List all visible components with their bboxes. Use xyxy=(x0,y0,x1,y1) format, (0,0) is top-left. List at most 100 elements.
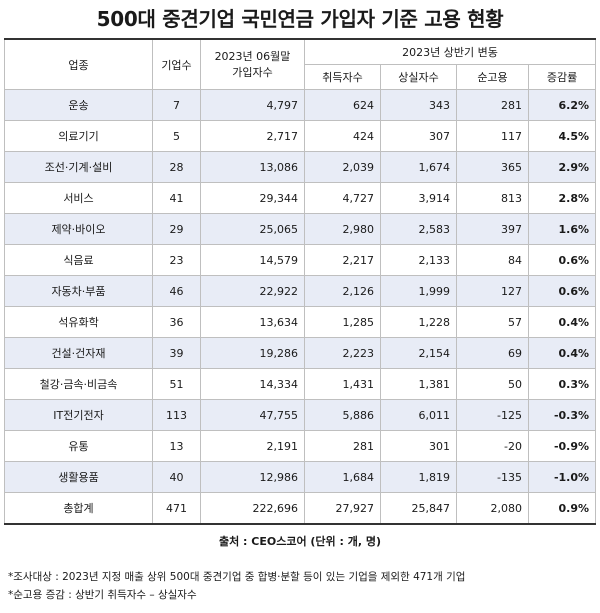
table-row: IT전기전자 113 47,755 5,886 6,011 -125 -0.3% xyxy=(4,399,597,431)
cell-rate: 0.6% xyxy=(527,275,597,307)
cell-members: 13,086 xyxy=(200,151,305,183)
header-lost: 상실자수 xyxy=(380,64,457,90)
cell-acquired: 4,727 xyxy=(304,182,381,214)
cell-net: 84 xyxy=(456,244,529,276)
cell-rate: -0.9% xyxy=(527,430,597,462)
table-row: 식음료 23 14,579 2,217 2,133 84 0.6% xyxy=(4,244,597,276)
cell-companies: 471 xyxy=(152,492,201,525)
header-members-line1: 2023년 06월말 xyxy=(214,49,291,63)
header-net: 순고용 xyxy=(456,64,529,90)
cell-acquired: 424 xyxy=(304,120,381,152)
cell-acquired: 5,886 xyxy=(304,399,381,431)
table-row: 자동차·부품 46 22,922 2,126 1,999 127 0.6% xyxy=(4,275,597,307)
header-rate: 증감률 xyxy=(527,64,597,90)
table-row: 철강·금속·비금속 51 14,334 1,431 1,381 50 0.3% xyxy=(4,368,597,400)
cell-members: 14,334 xyxy=(200,368,305,400)
cell-net: 69 xyxy=(456,337,529,369)
cell-companies: 40 xyxy=(152,461,201,493)
cell-acquired: 1,684 xyxy=(304,461,381,493)
cell-rate: -1.0% xyxy=(527,461,597,493)
cell-net: 281 xyxy=(456,89,529,121)
cell-members: 19,286 xyxy=(200,337,305,369)
cell-net: 2,080 xyxy=(456,492,529,525)
cell-rate: 0.4% xyxy=(527,306,597,338)
cell-rate: 0.9% xyxy=(527,492,597,525)
header-members: 2023년 06월말 가입자수 xyxy=(200,38,305,90)
cell-companies: 113 xyxy=(152,399,201,431)
cell-acquired: 27,927 xyxy=(304,492,381,525)
table-row-total: 총합계 471 222,696 27,927 25,847 2,080 0.9% xyxy=(4,492,597,525)
cell-rate: 4.5% xyxy=(527,120,597,152)
cell-companies: 51 xyxy=(152,368,201,400)
cell-companies: 36 xyxy=(152,306,201,338)
header-companies: 기업수 xyxy=(152,38,201,90)
cell-rate: 1.6% xyxy=(527,213,597,245)
cell-industry: 식음료 xyxy=(4,244,153,276)
header-industry: 업종 xyxy=(4,38,153,90)
cell-members: 2,717 xyxy=(200,120,305,152)
cell-net: -135 xyxy=(456,461,529,493)
cell-net: -20 xyxy=(456,430,529,462)
cell-industry: 석유화학 xyxy=(4,306,153,338)
cell-members: 25,065 xyxy=(200,213,305,245)
cell-industry: 총합계 xyxy=(4,492,153,525)
cell-lost: 307 xyxy=(380,120,457,152)
table-row: 건설·건자재 39 19,286 2,223 2,154 69 0.4% xyxy=(4,337,597,369)
cell-members: 2,191 xyxy=(200,430,305,462)
cell-members: 29,344 xyxy=(200,182,305,214)
cell-net: 50 xyxy=(456,368,529,400)
cell-lost: 1,819 xyxy=(380,461,457,493)
cell-net: -125 xyxy=(456,399,529,431)
cell-companies: 39 xyxy=(152,337,201,369)
cell-net: 117 xyxy=(456,120,529,152)
cell-industry: 철강·금속·비금속 xyxy=(4,368,153,400)
table-row: 유통 13 2,191 281 301 -20 -0.9% xyxy=(4,430,597,462)
employment-table: 업종 기업수 2023년 06월말 가입자수 2023년 상반기 변동 취득자수… xyxy=(4,38,597,525)
cell-acquired: 1,285 xyxy=(304,306,381,338)
cell-net: 397 xyxy=(456,213,529,245)
cell-members: 22,922 xyxy=(200,275,305,307)
cell-rate: 2.8% xyxy=(527,182,597,214)
cell-lost: 25,847 xyxy=(380,492,457,525)
header-acquired: 취득자수 xyxy=(304,64,381,90)
cell-companies: 29 xyxy=(152,213,201,245)
header-change-group: 2023년 상반기 변동 xyxy=(303,38,597,65)
table-row: 생활용품 40 12,986 1,684 1,819 -135 -1.0% xyxy=(4,461,597,493)
table-row: 석유화학 36 13,634 1,285 1,228 57 0.4% xyxy=(4,306,597,338)
cell-rate: 0.3% xyxy=(527,368,597,400)
footnote-net-definition: *순고용 증감 : 상반기 취득자수 – 상실자수 xyxy=(8,589,197,601)
cell-companies: 41 xyxy=(152,182,201,214)
cell-lost: 1,674 xyxy=(380,151,457,183)
header-members-line2: 가입자수 xyxy=(232,65,273,79)
cell-industry: 운송 xyxy=(4,89,153,121)
cell-members: 13,634 xyxy=(200,306,305,338)
cell-industry: 서비스 xyxy=(4,182,153,214)
cell-industry: 제약·바이오 xyxy=(4,213,153,245)
cell-members: 14,579 xyxy=(200,244,305,276)
cell-lost: 301 xyxy=(380,430,457,462)
cell-rate: 2.9% xyxy=(527,151,597,183)
cell-acquired: 2,039 xyxy=(304,151,381,183)
cell-industry: 유통 xyxy=(4,430,153,462)
cell-industry: 건설·건자재 xyxy=(4,337,153,369)
cell-companies: 7 xyxy=(152,89,201,121)
cell-net: 127 xyxy=(456,275,529,307)
cell-rate: 6.2% xyxy=(527,89,597,121)
cell-industry: 조선·기계·설비 xyxy=(4,151,153,183)
cell-acquired: 2,217 xyxy=(304,244,381,276)
cell-net: 813 xyxy=(456,182,529,214)
cell-industry: IT전기전자 xyxy=(4,399,153,431)
cell-lost: 3,914 xyxy=(380,182,457,214)
cell-lost: 2,133 xyxy=(380,244,457,276)
cell-members: 4,797 xyxy=(200,89,305,121)
footnotes: *조사대상 : 2023년 지정 매출 상위 500대 중견기업 중 합병·분할… xyxy=(8,568,596,604)
cell-lost: 6,011 xyxy=(380,399,457,431)
cell-companies: 5 xyxy=(152,120,201,152)
cell-companies: 28 xyxy=(152,151,201,183)
cell-lost: 1,381 xyxy=(380,368,457,400)
cell-companies: 23 xyxy=(152,244,201,276)
page-title: 500대 중견기업 국민연금 가입자 기준 고용 현황 xyxy=(96,7,504,31)
cell-companies: 13 xyxy=(152,430,201,462)
table-row: 운송 7 4,797 624 343 281 6.2% xyxy=(4,89,597,121)
